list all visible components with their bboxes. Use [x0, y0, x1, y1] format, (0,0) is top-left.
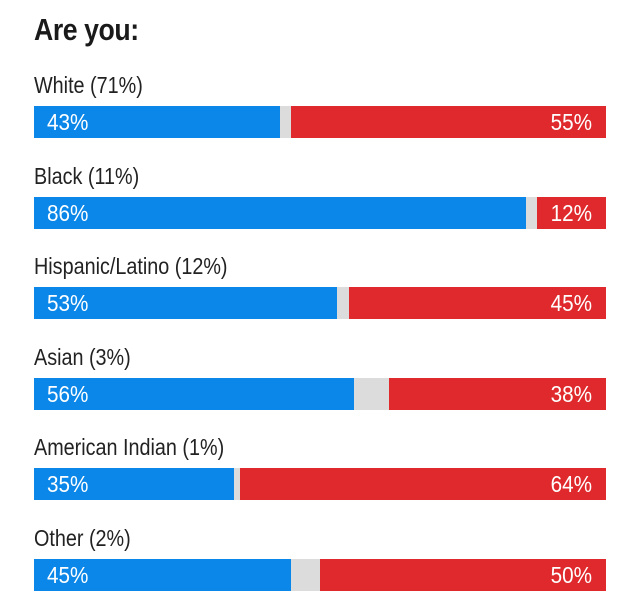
bar-segment-dem: [34, 377, 355, 410]
data-label-rep: 55%: [550, 109, 592, 135]
bar-segment-rep: [388, 377, 606, 410]
stacked-bar: 35% 64%: [34, 468, 606, 500]
data-label-rep: 12%: [550, 199, 592, 226]
data-label-rep: 50%: [550, 561, 592, 588]
bar-segment-dem: [34, 558, 292, 591]
bar-segment-rep: [348, 287, 606, 319]
row-label: Asian (3%): [34, 343, 131, 370]
data-label-rep: 38%: [550, 380, 592, 407]
data-label-dem: 86%: [47, 199, 89, 226]
bar-segment-dem: [34, 106, 280, 138]
row-label: Other (2%): [34, 524, 131, 551]
stacked-bar: 53% 45%: [34, 287, 606, 319]
stacked-bar: 45% 50%: [34, 558, 606, 591]
bar-segment-rep: [291, 106, 606, 138]
row-label: American Indian (1%): [34, 434, 225, 460]
data-label-dem: 53%: [47, 290, 89, 316]
data-label-dem: 56%: [47, 380, 89, 407]
bar-segment-dem: [34, 196, 526, 229]
bar-segment-rep: [537, 196, 606, 229]
stacked-bar: 86% 12%: [34, 196, 606, 229]
row-label: White (71%): [34, 72, 143, 98]
bar-segment-dem: [34, 468, 235, 500]
stacked-bar: 43% 55%: [34, 106, 606, 138]
row-label: Black (11%): [34, 162, 140, 189]
data-label-dem: 35%: [47, 471, 89, 497]
data-label-dem: 43%: [47, 109, 89, 135]
data-label-rep: 45%: [550, 290, 592, 316]
stacked-bar: 56% 38%: [34, 377, 606, 410]
data-label-dem: 45%: [47, 561, 89, 588]
bar-segment-rep: [239, 468, 606, 500]
bar-segment-dem: [34, 287, 338, 319]
data-label-rep: 64%: [550, 471, 592, 497]
chart-title: Are you:: [34, 12, 139, 47]
row-label: Hispanic/Latino (12%): [34, 253, 228, 279]
bar-segment-rep: [320, 558, 606, 591]
